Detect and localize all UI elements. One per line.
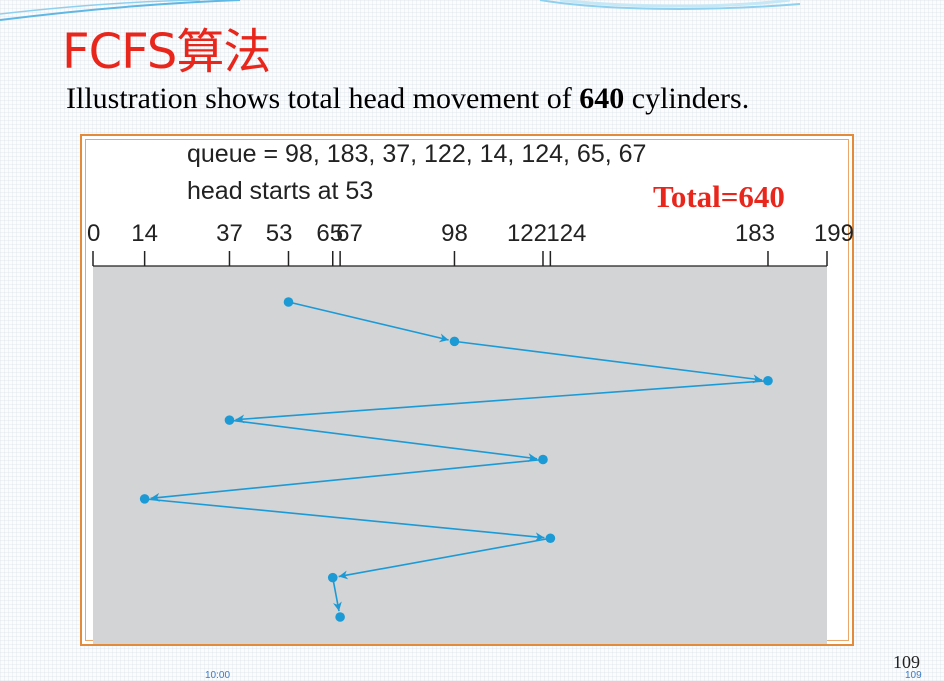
tick-label-122: 122 — [507, 220, 547, 247]
footer-date: 10:00 — [205, 670, 230, 681]
footer-page-number: 109 — [905, 670, 922, 681]
tick-label-124: 124 — [546, 220, 586, 247]
queue-label: queue = 98, 183, 37, 122, 14, 124, 65, 6… — [187, 140, 646, 168]
tick-label-67: 67 — [336, 220, 363, 247]
tick-label-199: 199 — [814, 220, 854, 247]
head-position-14 — [140, 494, 150, 504]
tick-label-14: 14 — [131, 220, 158, 247]
head-position-98 — [450, 337, 460, 347]
head-position-122 — [538, 455, 548, 465]
head-position-67 — [335, 612, 345, 622]
tick-label-37: 37 — [216, 220, 243, 247]
movement-panel — [93, 266, 827, 644]
tick-label-0: 0 — [87, 220, 100, 247]
head-position-183 — [763, 376, 773, 386]
total-label: Total=640 — [653, 179, 785, 214]
tick-label-183: 183 — [735, 220, 775, 247]
head-position-124 — [546, 533, 556, 543]
head-position-65 — [328, 573, 338, 583]
head-start-label: head starts at 53 — [187, 177, 373, 205]
tick-label-98: 98 — [441, 220, 468, 247]
tick-label-53: 53 — [266, 220, 293, 247]
head-position-37 — [225, 415, 235, 425]
head-position-53 — [284, 297, 294, 307]
